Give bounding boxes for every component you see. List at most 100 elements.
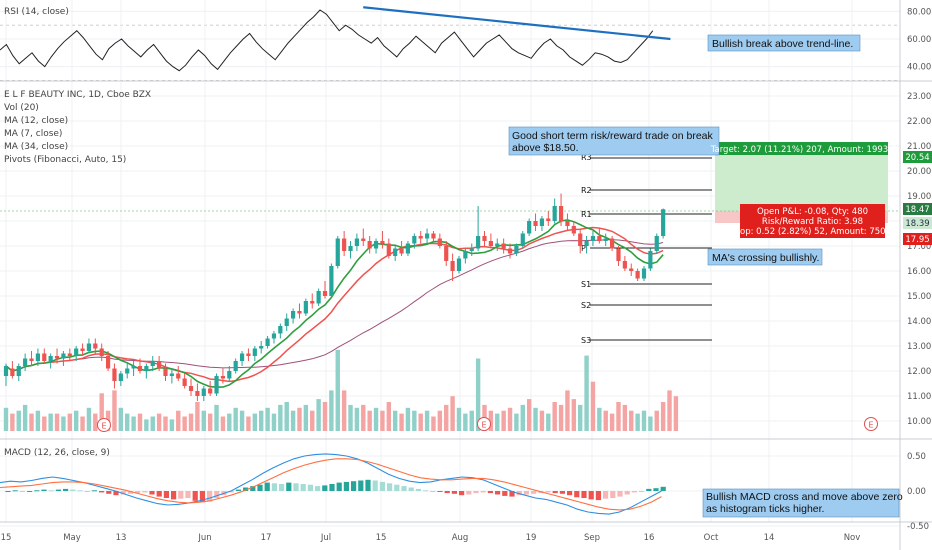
macd-histogram-bar xyxy=(185,491,191,498)
volume-bar xyxy=(348,404,353,431)
target-badge[interactable]: Target: 2.07 (11.21%) 207, Amount: 1993.… xyxy=(710,142,897,155)
price-tick-label: 15.00 xyxy=(907,292,931,302)
candle-body xyxy=(42,353,47,361)
candle-body xyxy=(424,233,430,239)
candle-body xyxy=(476,236,481,249)
candle-body xyxy=(399,248,404,254)
volume-bar xyxy=(271,413,277,431)
macd-histogram-bar xyxy=(300,484,306,491)
ma-34-line xyxy=(5,239,664,372)
volume-bar xyxy=(424,410,430,431)
earnings-marker[interactable]: E xyxy=(97,418,111,432)
volume-bar xyxy=(654,410,659,431)
volume-bar xyxy=(431,416,436,431)
volume-bar xyxy=(412,410,417,431)
candle-body xyxy=(67,353,72,356)
volume-bar xyxy=(565,390,570,431)
annotation-macd[interactable]: Bullish MACD cross and move above zero a… xyxy=(702,488,903,518)
macd-histogram-bar xyxy=(660,486,666,491)
candle-body xyxy=(271,333,277,339)
vol-legend: Vol (20) xyxy=(4,103,39,113)
volume-bar xyxy=(475,358,481,431)
volume-bar xyxy=(48,413,53,431)
price-tick-label: 22.00 xyxy=(907,117,931,127)
macd-histogram-bar xyxy=(351,481,357,491)
volume-bar xyxy=(125,413,130,431)
volume-bar xyxy=(616,402,621,431)
candle-body xyxy=(501,243,506,249)
macd-histogram-bar xyxy=(552,491,558,494)
macd-histogram-bar xyxy=(423,490,429,492)
rsi-pane xyxy=(0,6,671,72)
volume-bar xyxy=(635,413,640,431)
time-tick-label: 14 xyxy=(764,533,775,543)
candle-body xyxy=(635,271,640,279)
volume-bar xyxy=(67,413,72,431)
volume-bar xyxy=(93,413,98,431)
volume-bar xyxy=(201,410,206,431)
annotation-ma[interactable]: MA's crossing bullishly. xyxy=(707,248,823,266)
macd-histogram-bar xyxy=(358,480,364,491)
macd-legend: MACD (12, 26, close, 9) xyxy=(4,448,110,458)
price-tick-label: 19.00 xyxy=(907,192,931,202)
price-tick-label: 14.00 xyxy=(907,317,931,327)
volume-bar xyxy=(35,410,41,431)
volume-bar xyxy=(673,396,679,431)
ma-7-line xyxy=(5,219,664,388)
position-badge[interactable]: Open P&L: -0.08, Qty: 480 Risk/Reward Ra… xyxy=(731,204,894,238)
candle-body xyxy=(335,238,340,266)
volume-bar xyxy=(609,413,615,431)
macd-histogram-bar xyxy=(365,479,371,491)
volume-bar xyxy=(667,390,672,431)
volume-bar xyxy=(341,390,347,431)
rsi-tick-label: 40.00 xyxy=(907,63,931,73)
annotation-trade[interactable]: Good short term risk/reward trade on bre… xyxy=(508,126,720,156)
time-axis[interactable]: 15 May 13 Jun 17 Jul 15 Aug 19 Sep 16 Oct 14 Nov xyxy=(1,533,861,543)
macd-histogram-bar xyxy=(502,491,508,496)
candle-body xyxy=(329,266,334,296)
candle-body xyxy=(469,248,474,251)
candle-body xyxy=(661,209,666,236)
candle-body xyxy=(380,241,385,244)
candle-body xyxy=(584,241,589,246)
macd-histogram-bar xyxy=(487,491,493,494)
rsi-legend: RSI (14, close) xyxy=(4,7,69,17)
volume-bar xyxy=(584,355,589,431)
macd-histogram-bar xyxy=(264,482,270,491)
candle-body xyxy=(169,373,174,376)
pivot-label-p: P xyxy=(581,244,586,253)
candle-body xyxy=(533,221,538,226)
volume-bar xyxy=(354,407,360,431)
candle-body xyxy=(507,248,513,254)
time-tick-label: 15 xyxy=(376,533,387,543)
candle-body xyxy=(558,206,564,221)
earnings-marker[interactable]: E xyxy=(477,417,491,431)
macd-histogram-bar xyxy=(257,484,263,491)
volume-bar xyxy=(176,410,181,431)
macd-tick-label: -0.50 xyxy=(907,522,929,532)
volume-bar xyxy=(252,413,258,431)
candle-body xyxy=(227,371,232,379)
volume-bar xyxy=(195,402,200,431)
svg-text:as histogram ticks higher.: as histogram ticks higher. xyxy=(706,503,824,515)
macd-histogram-bar xyxy=(63,488,69,491)
annotation-rsi[interactable]: Bullish break above trend-line. xyxy=(707,34,861,52)
candle-body xyxy=(322,291,328,296)
candle-body xyxy=(546,218,551,221)
volume-bar xyxy=(118,407,124,431)
candle-body xyxy=(239,353,245,361)
price-axis[interactable]: 23.0022.0021.0020.0019.0018.0017.0016.00… xyxy=(907,7,931,532)
macd-histogram-bar xyxy=(523,491,529,495)
earnings-markers[interactable]: E E E xyxy=(97,417,878,432)
volume-bar xyxy=(590,381,596,431)
svg-text:E: E xyxy=(868,421,873,430)
candle-body xyxy=(495,243,500,246)
macd-histogram-bar xyxy=(437,491,443,492)
candle-body xyxy=(552,206,557,221)
earnings-marker[interactable]: E xyxy=(864,417,878,431)
macd-histogram-bar xyxy=(178,491,184,499)
volume-bar xyxy=(16,410,21,431)
candle-body xyxy=(61,353,66,359)
volume-bar xyxy=(265,407,270,431)
